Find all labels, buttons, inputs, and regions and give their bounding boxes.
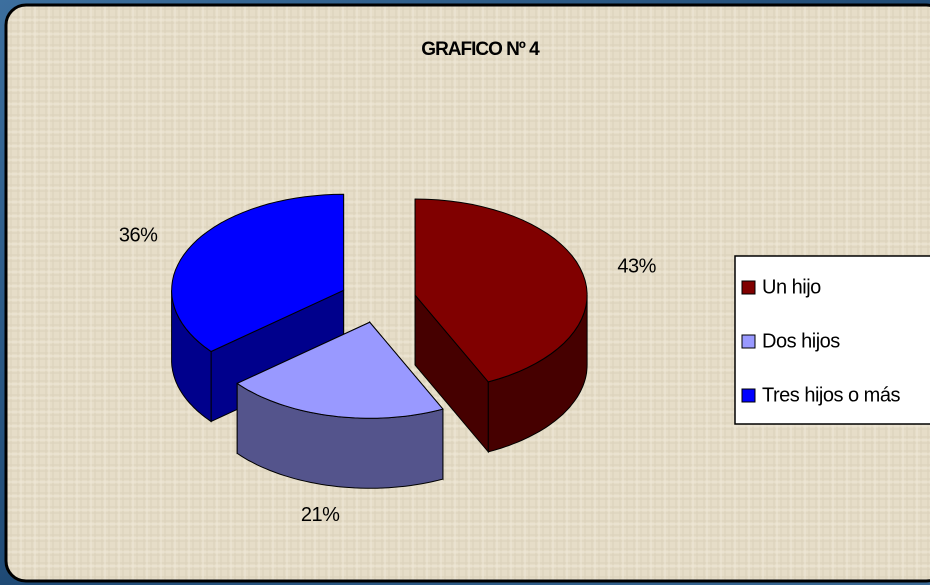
legend xyxy=(734,255,930,425)
legend-label: Tres hijos o más xyxy=(762,384,900,406)
legend-label: Dos hijos xyxy=(762,330,840,352)
slice-top xyxy=(171,193,345,353)
chart-title: GRAFICO Nº 4 xyxy=(421,39,540,60)
legend-swatch xyxy=(741,334,756,349)
legend-label: Un hijo xyxy=(762,276,821,298)
pie-slice xyxy=(236,320,444,489)
data-label: 43% xyxy=(617,256,656,278)
legend-swatch xyxy=(741,280,756,295)
slice-top xyxy=(236,321,444,419)
pie-slice xyxy=(414,198,588,454)
pie xyxy=(171,193,588,489)
slice-top xyxy=(414,198,588,383)
data-label: 21% xyxy=(301,504,340,526)
legend-swatch xyxy=(741,388,756,403)
data-label: 36% xyxy=(119,225,158,247)
